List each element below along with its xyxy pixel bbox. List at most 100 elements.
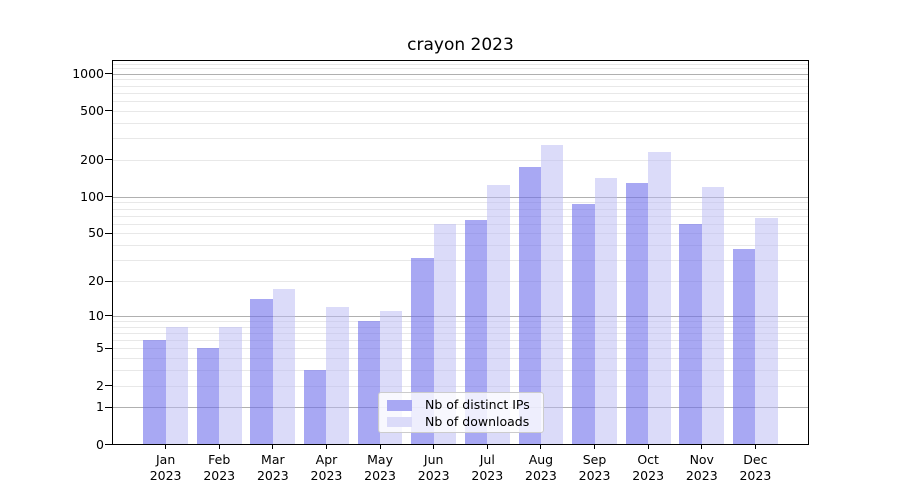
y-tick-label: 50 <box>88 225 104 241</box>
x-tick-month: Feb <box>208 451 231 467</box>
x-tick-label: Jun 2023 <box>402 452 466 485</box>
x-tick-year: 2023 <box>203 468 236 483</box>
y-tick-label: 0 <box>96 436 104 452</box>
x-tick-year: 2023 <box>471 468 504 483</box>
legend: Nb of distinct IPs Nb of downloads <box>378 392 544 433</box>
x-tick-year: 2023 <box>149 468 182 483</box>
y-gridline-minor <box>112 326 809 328</box>
x-tick-year: 2023 <box>364 468 396 483</box>
y-gridline-minor <box>112 223 809 225</box>
y-tick-label: 100 <box>80 188 104 204</box>
y-gridline-minor <box>112 358 809 360</box>
y-tick-label: 500 <box>80 102 104 118</box>
y-tick-mark <box>105 110 112 112</box>
x-tick-label: Oct 2023 <box>616 452 680 485</box>
bar-downloads-apr <box>326 306 349 445</box>
x-tick-month: Mar <box>261 451 285 467</box>
legend-swatch-downloads <box>387 416 412 427</box>
y-gridline-major <box>112 315 809 317</box>
y-gridline-minor <box>112 245 809 247</box>
x-tick-month: Nov <box>689 451 714 467</box>
x-tick-mark <box>486 444 488 449</box>
bar-distinct-ips-jul <box>464 219 488 445</box>
y-gridline-minor <box>112 233 809 235</box>
x-tick-mark <box>379 444 381 449</box>
y-gridline-minor <box>112 85 809 87</box>
y-gridline-minor <box>112 138 809 140</box>
bar-distinct-ips-aug <box>518 166 541 445</box>
y-gridline-major <box>112 73 809 75</box>
x-tick-month: Jun <box>423 451 444 467</box>
plot-area <box>105 59 809 449</box>
x-tick-label: Mar 2023 <box>241 452 305 485</box>
x-tick-month: Jul <box>479 451 495 467</box>
y-gridline-minor <box>112 281 809 283</box>
x-tick-year: 2023 <box>525 468 557 483</box>
bar-distinct-ips-dec <box>732 249 756 445</box>
y-gridline-minor <box>112 260 809 262</box>
y-tick-mark <box>105 347 112 349</box>
x-tick-month: Apr <box>315 451 338 467</box>
x-tick-year: 2023 <box>417 468 450 483</box>
bar-distinct-ips-may <box>357 320 381 445</box>
y-gridline-minor <box>112 340 809 342</box>
x-tick-label: Jan 2023 <box>134 452 198 485</box>
y-gridline-minor <box>112 100 809 102</box>
y-gridline-minor <box>112 79 809 81</box>
y-tick-label: 200 <box>80 151 104 167</box>
x-tick-label: Feb 2023 <box>187 452 251 485</box>
y-tick-label: 5 <box>96 340 104 356</box>
legend-item-distinct-ips: Nb of distinct IPs <box>379 397 543 414</box>
x-tick-mark <box>165 444 167 449</box>
x-tick-mark <box>433 444 435 449</box>
x-tick-month: May <box>367 451 393 467</box>
x-tick-month: Dec <box>743 451 768 467</box>
x-tick-year: 2023 <box>739 468 772 483</box>
y-gridline-minor <box>112 215 809 217</box>
x-tick-mark <box>272 444 274 449</box>
y-gridline-minor <box>112 122 809 124</box>
y-tick-label: 1 <box>96 399 104 415</box>
chart-title: crayon 2023 <box>407 35 514 55</box>
y-tick-mark <box>105 315 112 317</box>
bar-distinct-ips-jan <box>143 340 166 445</box>
x-tick-mark <box>540 444 542 449</box>
y-tick-label: 1000 <box>72 65 104 81</box>
x-tick-year: 2023 <box>578 468 611 483</box>
x-tick-mark <box>701 444 703 449</box>
x-tick-label: Nov 2023 <box>670 452 734 485</box>
x-tick-year: 2023 <box>685 468 718 483</box>
y-tick-mark <box>105 385 112 387</box>
x-tick-year: 2023 <box>256 468 289 483</box>
y-tick-label: 10 <box>88 307 104 323</box>
y-gridline-minor <box>112 320 809 322</box>
y-tick-mark <box>105 280 112 282</box>
x-tick-month: Aug <box>528 451 554 467</box>
bar-downloads-mar <box>272 289 296 445</box>
y-tick-mark <box>105 406 112 408</box>
y-tick-mark <box>105 73 112 75</box>
x-tick-mark <box>647 444 649 449</box>
y-gridline-minor <box>112 110 809 112</box>
x-tick-year: 2023 <box>310 468 343 483</box>
y-gridline-minor <box>112 385 809 387</box>
y-gridline-minor <box>112 348 809 350</box>
y-tick-mark <box>105 444 112 445</box>
bar-downloads-nov <box>701 187 725 445</box>
x-tick-label: Aug 2023 <box>509 452 573 485</box>
bar-distinct-ips-oct <box>625 182 649 445</box>
y-gridline-minor <box>112 159 809 161</box>
bar-distinct-ips-feb <box>196 348 220 445</box>
bar-downloads-jun <box>433 223 457 445</box>
y-tick-mark <box>105 232 112 234</box>
x-tick-mark <box>218 444 220 449</box>
x-tick-mark <box>594 444 596 449</box>
legend-label-distinct-ips: Nb of distinct IPs <box>425 397 530 413</box>
x-tick-mark <box>754 444 756 449</box>
legend-item-downloads: Nb of downloads <box>379 414 543 431</box>
y-gridline-minor <box>112 202 809 204</box>
bar-distinct-ips-mar <box>250 299 273 445</box>
bar-distinct-ips-apr <box>304 370 327 445</box>
x-tick-month: Sep <box>582 451 607 467</box>
